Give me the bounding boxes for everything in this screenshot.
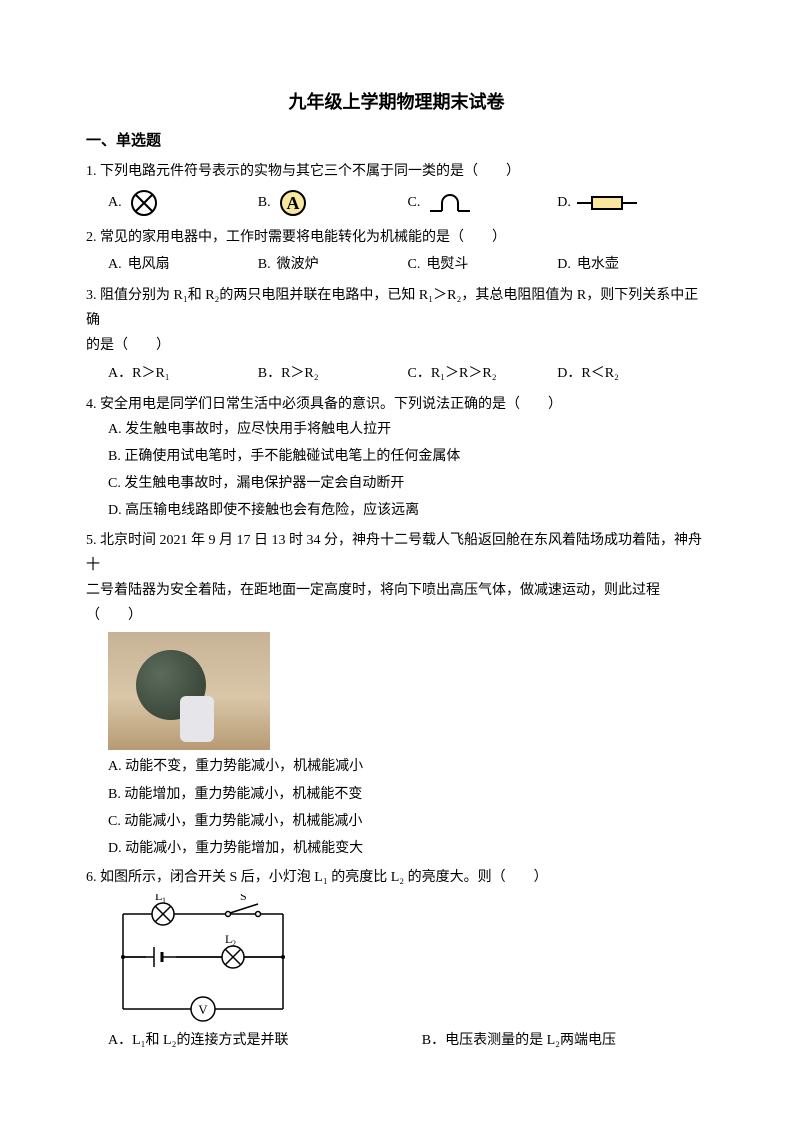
option-text: 电风扇 [128, 252, 170, 277]
question-2: 2. 常见的家用电器中，工作时需要将电能转化为机械能的是（ ） A. 电风扇 B… [86, 225, 707, 277]
q1-option-d: D. [557, 190, 707, 215]
q5-option-c: C. 动能减小，重力势能减小，机械能减小 [86, 809, 707, 834]
q2-option-b: B. 微波炉 [258, 252, 408, 277]
lamp-icon [128, 187, 160, 219]
section-heading: 一、单选题 [86, 128, 707, 155]
option-text: A．R＞R₁ [108, 361, 170, 386]
q3-option-c: C．R₁＞R＞R₂ [408, 361, 558, 386]
q5-option-a: A. 动能不变，重力势能减小，机械能减小 [86, 754, 707, 779]
option-label: D. [557, 190, 571, 215]
option-label: D. [557, 252, 571, 277]
option-text: B．电压表测量的是 L₂两端电压 [422, 1028, 616, 1053]
svg-text:A: A [286, 193, 299, 213]
q3-option-d: D．R＜R₂ [557, 361, 707, 386]
q2-options: A. 电风扇 B. 微波炉 C. 电熨斗 D. 电水壶 [86, 252, 707, 277]
question-4: 4. 安全用电是同学们日常生活中必须具备的意识。下列说法正确的是（ ） A. 发… [86, 392, 707, 524]
q1-option-c: C. [408, 187, 558, 219]
svg-text:1: 1 [162, 896, 166, 905]
ammeter-icon: A [277, 187, 309, 219]
option-text: 微波炉 [277, 252, 319, 277]
option-text: D．R＜R₂ [557, 361, 619, 386]
capsule-photo-placeholder [108, 632, 270, 750]
q5-option-d: D. 动能减小，重力势能增加，机械能变大 [86, 836, 707, 861]
option-label: A. [108, 252, 122, 277]
circuit-diagram-icon: L 1 S L 2 V [108, 894, 298, 1024]
q5-option-b: B. 动能增加，重力势能减小，机械能不变 [86, 782, 707, 807]
svg-text:S: S [240, 894, 247, 903]
q3-stem-1: 3. 阻值分别为 R₁和 R₂的两只电阻并联在电路中，已知 R₁＞R₂，其总电阻… [86, 283, 707, 333]
q1-option-a: A. [108, 187, 258, 219]
q6-option-a: A．L₁和 L₂的连接方式是并联 [108, 1028, 422, 1053]
q1-options: A. B. A C. D. [86, 187, 707, 219]
q5-stem-2: 二号着陆器为安全着陆，在距地面一定高度时，将向下喷出高压气体，做减速运动，则此过… [86, 578, 707, 628]
q6-options: A．L₁和 L₂的连接方式是并联 B．电压表测量的是 L₂两端电压 [86, 1028, 707, 1053]
q4-option-b: B. 正确使用试电笔时，手不能触碰试电笔上的任何金属体 [86, 444, 707, 469]
question-3: 3. 阻值分别为 R₁和 R₂的两只电阻并联在电路中，已知 R₁＞R₂，其总电阻… [86, 283, 707, 386]
q5-stem-1: 5. 北京时间 2021 年 9 月 17 日 13 时 34 分，神舟十二号载… [86, 528, 707, 578]
q2-option-c: C. 电熨斗 [408, 252, 558, 277]
q6-option-b: B．电压表测量的是 L₂两端电压 [422, 1028, 707, 1053]
q3-option-a: A．R＞R₁ [108, 361, 258, 386]
q4-stem: 4. 安全用电是同学们日常生活中必须具备的意识。下列说法正确的是（ ） [86, 392, 707, 417]
option-label: A. [108, 190, 122, 215]
question-5: 5. 北京时间 2021 年 9 月 17 日 13 时 34 分，神舟十二号载… [86, 528, 707, 862]
option-label: B. [258, 252, 271, 277]
q3-options: A．R＞R₁ B．R＞R₂ C．R₁＞R＞R₂ D．R＜R₂ [86, 361, 707, 386]
q2-stem: 2. 常见的家用电器中，工作时需要将电能转化为机械能的是（ ） [86, 225, 707, 250]
q2-option-d: D. 电水壶 [557, 252, 707, 277]
q4-option-a: A. 发生触电事故时，应尽快用手将触电人拉开 [86, 417, 707, 442]
button-switch-icon [426, 187, 474, 219]
option-text: B．R＞R₂ [258, 361, 319, 386]
q4-option-c: C. 发生触电事故时，漏电保护器一定会自动断开 [86, 471, 707, 496]
page-title: 九年级上学期物理期末试卷 [86, 86, 707, 118]
question-1: 1. 下列电路元件符号表示的实物与其它三个不属于同一类的是（ ） A. B. A… [86, 159, 707, 218]
q1-stem: 1. 下列电路元件符号表示的实物与其它三个不属于同一类的是（ ） [86, 159, 707, 184]
q1-option-b: B. A [258, 187, 408, 219]
option-text: A．L₁和 L₂的连接方式是并联 [108, 1028, 288, 1053]
svg-text:V: V [198, 1002, 208, 1017]
option-label: C. [408, 190, 421, 215]
svg-text:2: 2 [232, 939, 236, 948]
q4-option-d: D. 高压输电线路即使不接触也会有危险，应该远离 [86, 498, 707, 523]
q3-stem-2: 的是（ ） [86, 333, 707, 358]
question-6: 6. 如图所示，闭合开关 S 后，小灯泡 L₁ 的亮度比 L₂ 的亮度大。则（ … [86, 865, 707, 1053]
option-text: 电熨斗 [426, 252, 468, 277]
q6-stem: 6. 如图所示，闭合开关 S 后，小灯泡 L₁ 的亮度比 L₂ 的亮度大。则（ … [86, 865, 707, 890]
resistor-icon [577, 193, 637, 213]
option-label: B. [258, 190, 271, 215]
q2-option-a: A. 电风扇 [108, 252, 258, 277]
q3-option-b: B．R＞R₂ [258, 361, 408, 386]
option-text: C．R₁＞R＞R₂ [408, 361, 497, 386]
option-label: C. [408, 252, 421, 277]
option-text: 电水壶 [577, 252, 619, 277]
